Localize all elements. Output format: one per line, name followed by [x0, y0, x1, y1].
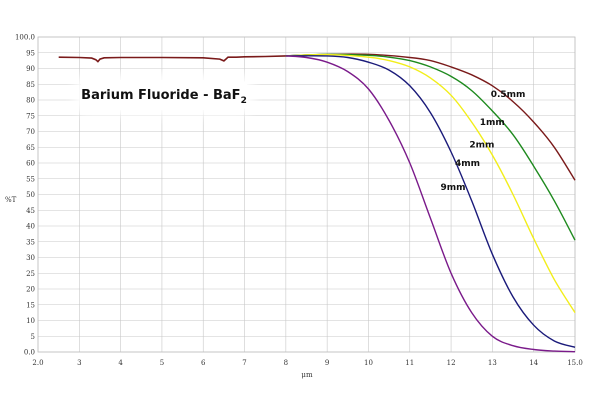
x-axis-ticks: 2.0 3 4 5 6 7 8 9 10 11 12 13 14 15.0: [32, 359, 582, 367]
series-label: 9mm: [441, 183, 466, 193]
x-tick-label: 5: [160, 359, 164, 367]
series-line-9mm: [285, 55, 576, 353]
x-tick-label: 4: [118, 359, 123, 367]
y-tick-label: 10: [26, 317, 35, 325]
x-tick-label: 2.0: [32, 359, 43, 367]
y-tick-label: 100.0: [15, 34, 35, 42]
chart-title-subscript: 2: [240, 95, 247, 106]
series-line-1mm: [285, 53, 576, 241]
y-tick-label: 55: [26, 175, 35, 183]
x-tick-label: 15.0: [567, 359, 583, 367]
y-tick-label: 60: [26, 160, 35, 168]
y-tick-label: 5: [31, 333, 35, 341]
y-tick-label: 70: [26, 128, 35, 136]
baseline-line: [58, 55, 286, 63]
y-tick-label: 25: [26, 270, 35, 278]
y-tick-label: 80: [26, 97, 35, 105]
y-tick-label: 90: [26, 65, 35, 73]
chart-title-box: Barium Fluoride - BaF2: [80, 80, 248, 110]
series-label: 4mm: [455, 159, 480, 169]
x-tick-label: 8: [284, 359, 288, 367]
chart-title: Barium Fluoride - BaF2: [81, 87, 247, 106]
x-tick-label: 7: [242, 359, 246, 367]
y-tick-label: 75: [26, 112, 35, 120]
y-tick-label: 30: [26, 254, 35, 262]
chart-grid: [37, 36, 576, 353]
x-tick-label: 14: [529, 359, 538, 367]
y-tick-label: 40: [26, 223, 35, 231]
y-tick-label: 0.0: [24, 349, 35, 357]
series-line-4mm: [285, 55, 576, 348]
x-axis-label: μm: [301, 371, 313, 379]
plot-frame: [37, 36, 576, 353]
y-tick-label: 50: [26, 191, 35, 199]
y-tick-label: 45: [26, 207, 35, 215]
series-label: 0.5mm: [491, 90, 526, 100]
y-tick-label: 15: [26, 301, 35, 309]
x-tick-label: 13: [488, 359, 497, 367]
x-tick-label: 6: [201, 359, 206, 367]
y-axis-label: %T: [5, 196, 17, 204]
y-tick-label: 20: [26, 286, 35, 294]
series-label: 1mm: [480, 118, 505, 128]
series-line-2mm: [285, 53, 576, 313]
x-tick-label: 9: [325, 359, 329, 367]
y-tick-label: 35: [26, 238, 35, 246]
x-tick-label: 11: [405, 359, 414, 367]
x-tick-label: 10: [364, 359, 373, 367]
y-axis-ticks: 0.0 5 10 15 20 25 30 35 40 45 50 55 60 65 70 75 80 85 90 95…: [15, 34, 35, 357]
series-line-0_5mm: [285, 53, 576, 181]
y-tick-label: 65: [26, 144, 35, 152]
series-labels: 0.5mm 1mm 2mm 4mm 9mm: [441, 90, 526, 193]
y-tick-label: 85: [26, 81, 35, 89]
y-tick-label: 95: [26, 49, 35, 57]
chart-title-main: Barium Fluoride - BaF: [81, 87, 241, 103]
x-tick-label: 3: [77, 359, 81, 367]
series-label: 2mm: [469, 140, 494, 150]
chart-series: [58, 53, 576, 353]
x-tick-label: 12: [447, 359, 456, 367]
